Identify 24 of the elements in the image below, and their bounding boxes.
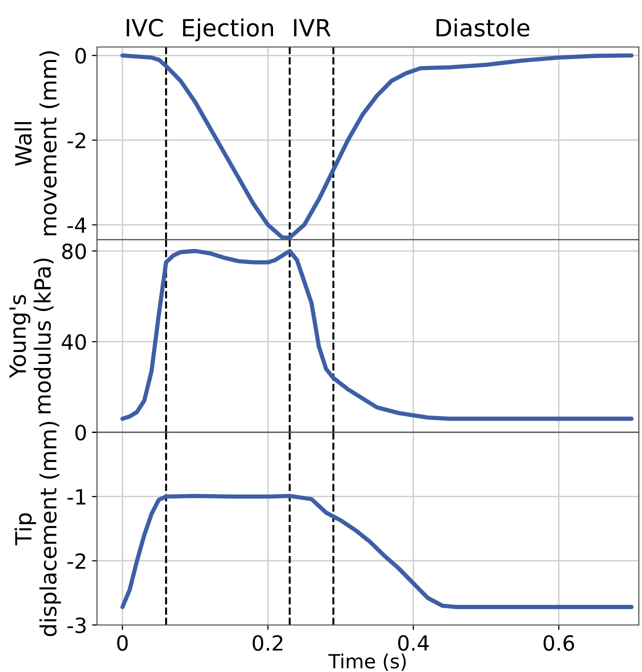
text: IVC bbox=[126, 18, 163, 37]
text: Diastole bbox=[436, 18, 530, 37]
x-tick-label: 0.6 bbox=[544, 635, 574, 651]
line-series bbox=[120, 248, 634, 421]
y-axis-title: Young's modulus (kPa) bbox=[10, 258, 54, 414]
text: Ejection bbox=[183, 18, 274, 42]
y-tick-label: -2 bbox=[68, 553, 86, 569]
x-tick-label: 0 bbox=[117, 635, 128, 651]
line-series bbox=[120, 494, 634, 610]
y-tick-label: 0 bbox=[75, 48, 86, 64]
y-tick-label: -3 bbox=[68, 617, 86, 634]
x-tick-label: 0.4 bbox=[398, 635, 429, 651]
y-tick-label: 40 bbox=[62, 334, 86, 350]
y-tick-label: 0 bbox=[75, 424, 86, 441]
line-series bbox=[120, 53, 634, 240]
y-tick-label: -4 bbox=[68, 218, 86, 233]
text: IVR bbox=[294, 19, 331, 36]
y-tick-label: -2 bbox=[68, 132, 86, 148]
x-tick-label: 0.2 bbox=[252, 635, 282, 651]
y-tick-label: 80 bbox=[62, 243, 86, 260]
y-axis-title: Wall movement (mm) bbox=[14, 51, 60, 236]
y-axis-title: Tip displacement (mm) bbox=[14, 422, 61, 636]
y-tick-label: -1 bbox=[68, 489, 86, 504]
x-axis-title: Time (s) bbox=[328, 653, 406, 671]
